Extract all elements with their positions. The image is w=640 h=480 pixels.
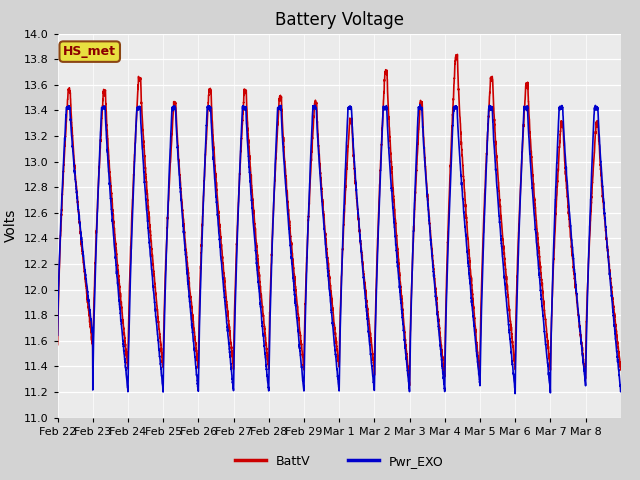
BattV xyxy=(390,203,398,209)
BattV xyxy=(617,366,625,372)
Pwr_EXO xyxy=(511,391,519,396)
Line: Pwr_EXO: Pwr_EXO xyxy=(58,105,621,394)
Y-axis label: Volts: Volts xyxy=(4,209,18,242)
Text: HS_met: HS_met xyxy=(63,45,116,58)
Line: BattV: BattV xyxy=(58,54,621,385)
BattV xyxy=(494,173,502,179)
Pwr_EXO xyxy=(617,388,625,394)
BattV xyxy=(536,260,544,265)
Pwr_EXO xyxy=(536,281,544,287)
Pwr_EXO xyxy=(360,282,368,288)
BattV xyxy=(522,86,529,92)
Pwr_EXO xyxy=(494,195,502,201)
Pwr_EXO xyxy=(416,102,424,108)
Pwr_EXO xyxy=(170,105,178,110)
BattV xyxy=(454,51,461,57)
BattV xyxy=(406,383,413,388)
BattV xyxy=(54,342,61,348)
Title: Battery Voltage: Battery Voltage xyxy=(275,11,404,29)
Pwr_EXO xyxy=(54,332,61,338)
BattV xyxy=(170,102,178,108)
Pwr_EXO xyxy=(390,223,398,229)
BattV xyxy=(360,276,368,281)
Pwr_EXO xyxy=(522,104,529,110)
Legend: BattV, Pwr_EXO: BattV, Pwr_EXO xyxy=(230,450,449,473)
